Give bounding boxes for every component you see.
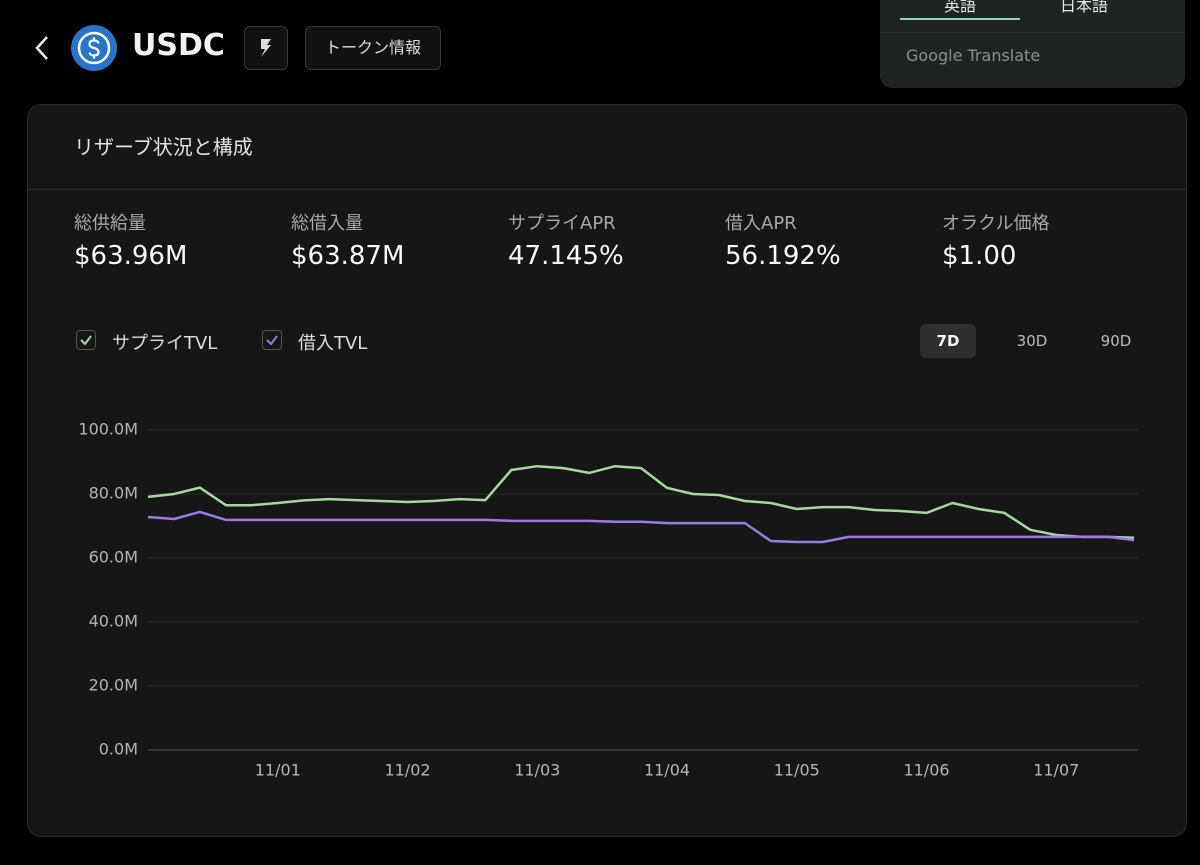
protocol-icon-button[interactable] [244,26,288,70]
stat-value: 47.145% [508,241,624,271]
token-info-button[interactable]: トークン情報 [305,26,441,70]
stat-label: 総供給量 [74,213,146,234]
stat-label: 総借入量 [291,213,363,234]
legend-checkbox[interactable] [262,330,282,350]
divider [28,189,1186,190]
translate-popup: 英語 日本語 Google Translate [880,0,1185,88]
tab[interactable]: 英語 [944,0,977,15]
stat-value: $63.96M [74,241,188,271]
stat-value: $63.87M [291,241,405,271]
check-mark [80,335,92,346]
token-title: USDC [132,28,225,63]
protocol-icon [261,39,271,57]
usdc-logo [71,25,117,71]
range-button[interactable]: 90D [1100,332,1132,350]
brand: Google Translate [906,46,1041,65]
range-button[interactable]: 30D [1016,332,1048,350]
stat-label: 借入APR [725,213,797,234]
back-button[interactable] [32,34,52,62]
range-button[interactable]: 7D [920,324,976,358]
stat-value: 56.192% [725,241,841,271]
reserve-panel: リザーブ状況と構成 総供給量 $63.96M 総借入量 $63.87M サプライAPR 4… [27,104,1187,837]
legend-label[interactable]: 借入TVL [298,333,368,354]
legend-label[interactable]: サプライTVL [112,333,218,354]
stat-value: $1.00 [942,241,1017,271]
legend-checkbox[interactable] [76,330,96,350]
panel-title: リザーブ状況と構成 [74,135,253,159]
tab[interactable]: 日本語 [1060,0,1109,15]
stat-label: オラクル価格 [942,213,1050,234]
stat-label: サプライAPR [508,213,616,234]
check-mark [266,335,278,346]
tab-indicator [900,18,1020,20]
divider [880,32,1185,33]
